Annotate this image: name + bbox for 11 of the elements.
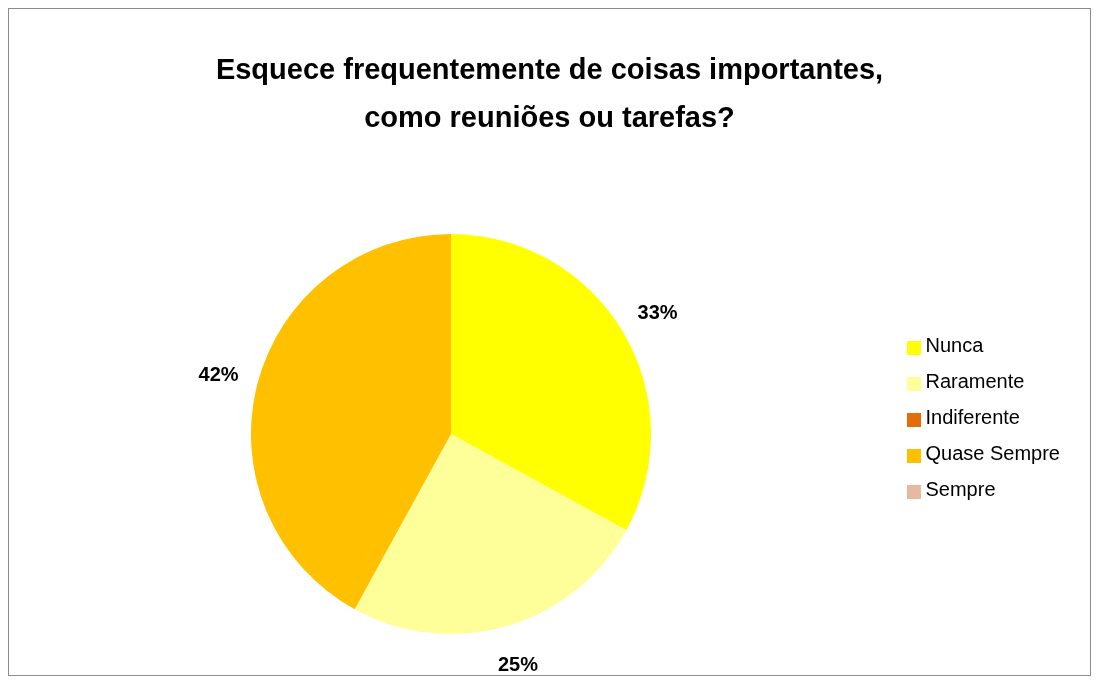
- legend-label: Indiferente: [925, 406, 1020, 428]
- pie-slice: [354, 434, 627, 634]
- data-label: 25%: [497, 653, 539, 676]
- pie-slice: [251, 234, 451, 610]
- legend-label: Nunca: [925, 334, 984, 356]
- legend-label: Sempre: [925, 478, 996, 500]
- legend-label: Quase Sempre: [925, 442, 1060, 464]
- data-label: 42%: [198, 363, 239, 386]
- legend-label: Raramente: [925, 370, 1025, 392]
- data-label: 33%: [637, 300, 678, 323]
- chart-title: Esquece frequentemente de coisas importantes, como reuniões ou tarefas?: [214, 52, 885, 135]
